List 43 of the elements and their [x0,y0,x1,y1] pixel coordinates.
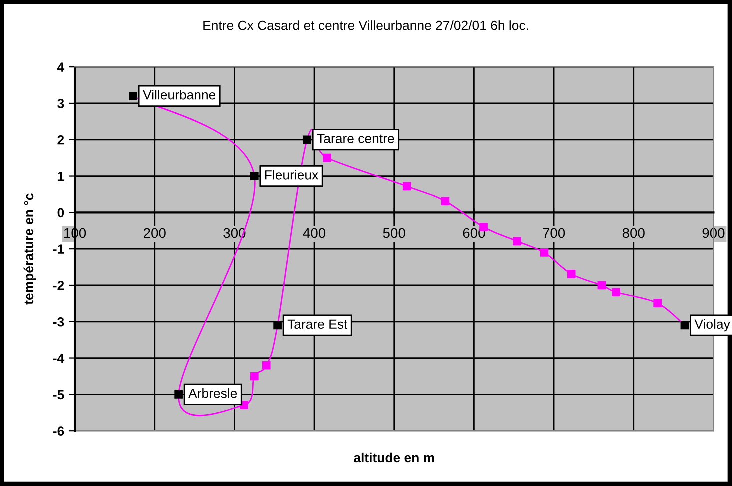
y-tick-label: -4 [53,354,65,364]
point [680,321,690,330]
point [274,321,282,330]
x-tick-label: 500 [383,228,406,238]
y-tick-label: -3 [53,317,64,327]
point [441,197,450,206]
x-tick-label: 400 [303,228,326,238]
y-tick-label: 4 [57,62,65,72]
y-tick-label: -2 [53,281,64,290]
point [262,361,271,370]
annotation: Arbresle [188,388,238,398]
point [402,182,412,191]
point [513,237,522,246]
y-tick-label: 1 [58,172,64,182]
point [129,92,138,100]
point [250,172,259,180]
point [540,248,549,257]
point [567,270,576,278]
chart-title: Entre Cx Casard et centre Villeurbanne 27/02/01 6h loc. [204,20,528,30]
x-tick-label: 800 [622,228,645,238]
annotation: Fleurieux [265,170,318,180]
point [174,390,183,399]
point [654,299,662,308]
x-axis-title: altitude en m [354,452,434,463]
point [323,154,332,162]
y-tick-label: 0 [58,208,64,218]
y-tick-label: -6 [53,426,64,436]
point [598,281,606,290]
y-tick-label: 3 [58,99,64,108]
annotation: Violay [694,319,730,332]
point [250,372,259,381]
y-tick-label: -1 [53,244,64,254]
y-axis-title: température en °c [24,194,36,305]
annotation: Villeurbanne [143,90,216,100]
point [303,136,312,144]
x-tick-label: 700 [543,228,566,238]
x-tick-label: 200 [144,228,166,238]
x-tick-label: 900 [702,228,725,238]
annotation: Tarare centre [317,134,394,144]
y-tick-label: -5 [53,390,64,400]
annotation: Tarare Est [288,320,348,330]
point [612,288,620,297]
y-tick-label: 2 [58,135,64,145]
